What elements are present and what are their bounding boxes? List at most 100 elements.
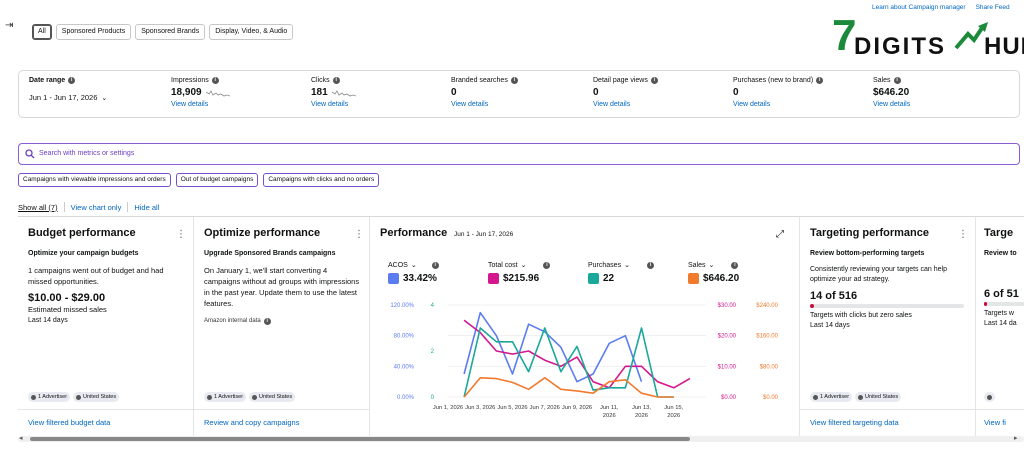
series-color-swatch[interactable] [488, 273, 499, 284]
info-icon[interactable]: i [543, 261, 551, 269]
globe-icon [76, 394, 82, 400]
view-details-link[interactable]: View details [873, 101, 911, 108]
kpi-acos[interactable]: ACOS ⌄ i 33.42% [388, 261, 439, 284]
metric-label: Clicks [311, 77, 330, 84]
metric-value: 0 [593, 87, 599, 98]
kpi-total-cost[interactable]: Total cost ⌄ i $215.96 [488, 261, 551, 284]
info-icon[interactable]: i [893, 77, 901, 84]
filter-chip[interactable]: Campaigns with viewable impressions and … [18, 173, 171, 187]
metric-detail-page-views: Detail page views i 0 View details [593, 77, 658, 108]
info-icon[interactable]: i [431, 261, 439, 269]
insight-cards: Budget performance ⋮ Optimize your campa… [18, 216, 1024, 440]
axis-tick-label-purchases: 2 [431, 349, 435, 355]
view-details-link[interactable]: View details [451, 101, 489, 108]
metrics-search-input[interactable]: Search with metrics or settings [18, 143, 1020, 165]
view-details-link[interactable]: View details [593, 101, 631, 108]
info-icon[interactable]: i [263, 318, 271, 325]
info-icon[interactable]: i [650, 77, 658, 84]
card-footer: View filtered targeting data [800, 409, 975, 439]
metrics-summary-panel: Date range i Jun 1 - Jun 17, 2026 ⌄ Impr… [18, 70, 1020, 118]
info-icon[interactable]: i [646, 261, 654, 269]
more-options-icon[interactable]: ⋮ [354, 229, 364, 240]
info-icon[interactable]: i [816, 77, 824, 84]
period-label: Last 14 days [810, 322, 850, 329]
card-subtitle: Upgrade Sponsored Brands campaigns [204, 250, 336, 257]
metric-clicks: Clicks i 181 View details [311, 77, 356, 108]
learn-campaign-manager-link[interactable]: Learn about Campaign manager [872, 4, 966, 11]
filter-chip[interactable]: Campaigns with clicks and no orders [263, 173, 380, 187]
info-icon[interactable]: i [68, 77, 76, 84]
kpi-sales[interactable]: Sales ⌄ i $646.20 [688, 261, 739, 284]
card-badges: 1 Advertiser United States [204, 392, 296, 402]
date-range-label: Date range [29, 77, 66, 84]
scroll-right-icon[interactable]: ▸ [1014, 435, 1018, 442]
axis-tick-label-sales: $0.00 [763, 395, 779, 401]
metric-label: Detail page views [593, 77, 648, 84]
expand-icon[interactable]: ⤢ [776, 229, 784, 240]
review-copy-campaigns-link[interactable]: Review and copy campaigns [204, 418, 300, 427]
chevron-down-icon: ⌄ [101, 94, 108, 102]
card-subtitle: Optimize your campaign budgets [28, 250, 139, 257]
chevron-down-icon[interactable]: ⌄ [708, 262, 715, 269]
metric-label: Sales [873, 77, 891, 84]
sidebar-toggle-icon[interactable]: ⇥ [5, 20, 14, 31]
divider [63, 202, 65, 212]
quick-filter-chips: Campaigns with viewable impressions and … [18, 173, 380, 187]
scroll-left-icon[interactable]: ◂ [19, 435, 23, 442]
more-options-icon[interactable]: ⋮ [958, 229, 968, 240]
chevron-down-icon[interactable]: ⌄ [520, 262, 527, 269]
view-details-link[interactable]: View details [171, 101, 209, 108]
targets-label: Targets w [984, 310, 1014, 317]
share-feedback-link[interactable]: Share Feed [975, 4, 1010, 11]
x-tick-label: Jun 13, [632, 405, 651, 411]
series-line-total-cost [463, 319, 691, 389]
card-footer: Review and copy campaigns [194, 409, 369, 439]
filter-tab-sponsored-brands[interactable]: Sponsored Brands [135, 24, 206, 40]
filter-tab-sponsored-products[interactable]: Sponsored Products [55, 24, 132, 40]
metric-value: 0 [451, 87, 457, 98]
divider [127, 202, 129, 212]
kpi-label: ACOS [388, 261, 408, 269]
top-links: Learn about Campaign manager Share Feed [872, 4, 1010, 11]
info-icon[interactable]: i [510, 77, 518, 84]
metric-branded-searches: Branded searches i 0 View details [451, 77, 518, 108]
kpi-purchases[interactable]: Purchases ⌄ i 22 [588, 261, 654, 284]
kpi-label: Total cost [488, 261, 518, 269]
show-all-link[interactable]: Show all (7) [18, 202, 58, 212]
performance-line-chart: 0.00% 40.00% 80.00% 120.00% 0 2 4 $0.00 $10.00 $2… [390, 303, 779, 419]
x-tick-label-year: 2026 [635, 413, 648, 419]
filter-tab-display-video-audio[interactable]: Display, Video, & Audio [209, 24, 294, 40]
axis-tick-label-cost: $30.00 [718, 303, 737, 309]
chevron-down-icon[interactable]: ⌄ [410, 262, 417, 269]
kpi-value: 33.42% [403, 273, 437, 284]
axis-tick-label-sales: $160.00 [756, 334, 778, 340]
info-icon[interactable]: i [211, 77, 219, 84]
axis-tick-label-purchases: 4 [431, 303, 435, 309]
axis-tick-label-cost: $20.00 [718, 334, 737, 340]
series-color-swatch[interactable] [688, 273, 699, 284]
kpi-label: Sales [688, 261, 706, 269]
view-chart-only-link[interactable]: View chart only [70, 202, 122, 212]
series-color-swatch[interactable] [388, 273, 399, 284]
filter-tab-all[interactable]: All [32, 24, 52, 40]
series-color-swatch[interactable] [588, 273, 599, 284]
view-details-link[interactable]: View details [311, 101, 349, 108]
progress-fill [810, 304, 815, 308]
info-icon[interactable]: i [332, 77, 340, 84]
logo-seven: 7 [832, 11, 856, 60]
view-filtered-targeting-link[interactable]: View filtered targeting data [810, 418, 899, 427]
view-details-link[interactable]: View details [733, 101, 771, 108]
date-range-selector[interactable]: Jun 1 - Jun 17, 2026 ⌄ [29, 93, 107, 102]
filter-chip[interactable]: Out of budget campaigns [175, 173, 259, 187]
series-line-acos [463, 311, 643, 383]
more-options-icon[interactable]: ⋮ [176, 229, 186, 240]
view-filtered-budget-link[interactable]: View filtered budget data [28, 418, 111, 427]
performance-chart-card: Performance Jun 1 - Jun 17, 2026 ⤢ ACOS ⌄… [370, 217, 800, 439]
hide-all-link[interactable]: Hide all [134, 202, 160, 212]
info-icon[interactable]: i [731, 261, 739, 269]
metric-impressions: Impressions i 18,909 View details [171, 77, 230, 108]
view-filtered-link[interactable]: View fi [984, 418, 1006, 427]
card-footer: View fi [976, 409, 1024, 439]
scrollbar-thumb[interactable] [30, 437, 690, 441]
chevron-down-icon[interactable]: ⌄ [624, 262, 630, 269]
